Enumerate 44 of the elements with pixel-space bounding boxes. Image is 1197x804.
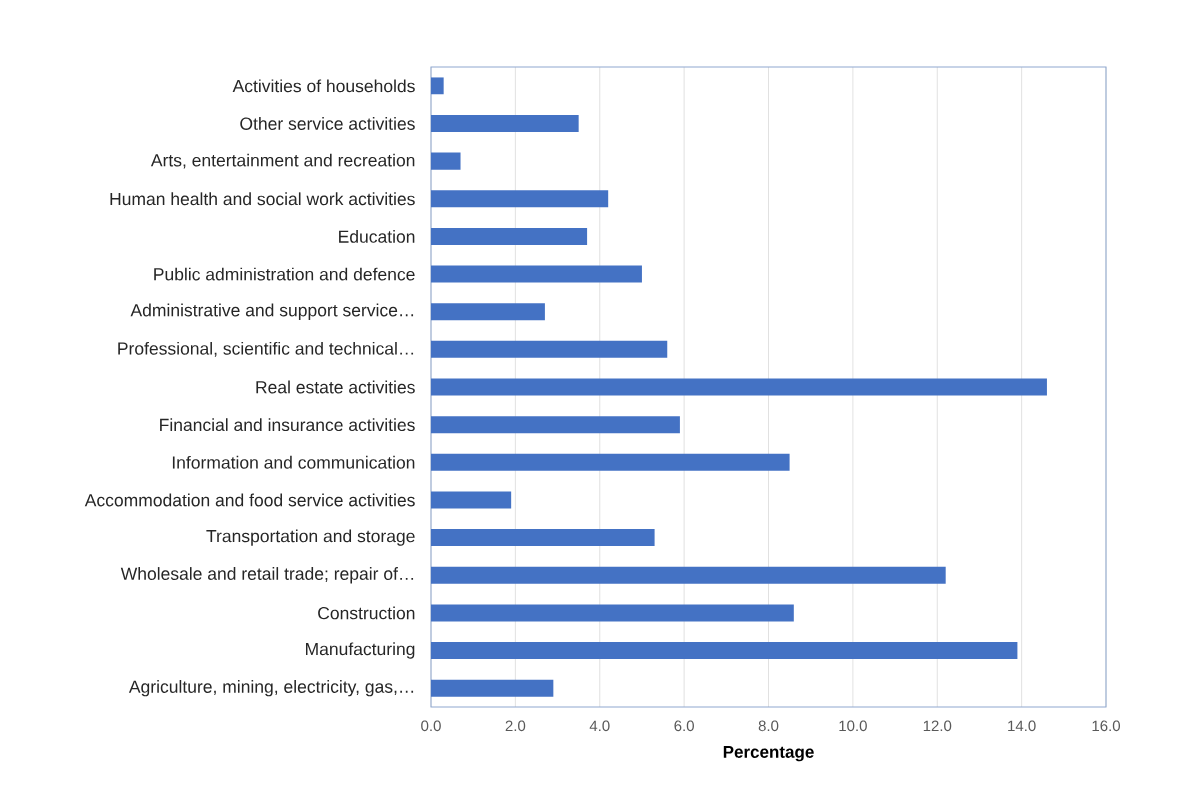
- y-tick-label: Information and communication: [172, 455, 415, 469]
- bar: [431, 416, 680, 434]
- bar: [431, 378, 1047, 396]
- x-tick-label: 16.0: [1092, 720, 1121, 732]
- bar: [431, 114, 579, 132]
- bar: [431, 340, 668, 358]
- bar: [431, 152, 461, 170]
- y-tick-label: Construction: [318, 606, 415, 620]
- bar: [431, 604, 794, 622]
- y-tick-label: Arts, entertainment and recreation: [150, 153, 415, 169]
- x-tick-label: 4.0: [589, 720, 610, 732]
- y-tick-label: Manufacturing: [306, 642, 415, 659]
- y-tick-label: Activities of households: [232, 79, 415, 93]
- y-tick-label: Education: [339, 229, 415, 243]
- x-tick-label: 6.0: [674, 720, 694, 732]
- bar: [431, 303, 545, 321]
- x-axis-title: Percentage: [723, 746, 814, 762]
- y-tick-label: Public administration and defence: [154, 267, 415, 281]
- y-tick-label: Real estate activities: [256, 380, 415, 394]
- bar: [431, 566, 946, 584]
- y-tick-label: Human health and social work activities: [110, 192, 415, 206]
- x-tick-label: 10.0: [839, 720, 867, 732]
- y-tick-label: Transportation and storage: [206, 529, 415, 546]
- x-tick-label: 0.0: [421, 720, 441, 732]
- bar: [431, 77, 444, 95]
- y-tick-label: Accommodation and food service activities: [84, 493, 415, 507]
- x-tick-label: 2.0: [505, 720, 526, 732]
- bar: [431, 265, 642, 283]
- bar: [431, 453, 790, 471]
- y-tick-label: Agriculture, mining, electricity, gas,…: [128, 680, 414, 697]
- x-tick-label: 8.0: [758, 720, 779, 732]
- y-tick-label: Administrative and support service…: [130, 303, 414, 320]
- bar: [431, 529, 655, 547]
- bar: [431, 190, 609, 208]
- bar: [431, 679, 554, 697]
- y-tick-label: Other service activities: [240, 117, 415, 130]
- x-tick-label: 12.0: [923, 720, 952, 732]
- bar: [431, 642, 1018, 660]
- y-tick-label: Financial and insurance activities: [160, 418, 415, 432]
- y-tick-label: Professional, scientific and technical…: [118, 341, 414, 357]
- x-tick-label: 14.0: [1008, 720, 1036, 732]
- bar: [431, 227, 588, 245]
- bar: [431, 491, 512, 509]
- y-tick-label: Wholesale and retail trade; repair of…: [120, 567, 414, 584]
